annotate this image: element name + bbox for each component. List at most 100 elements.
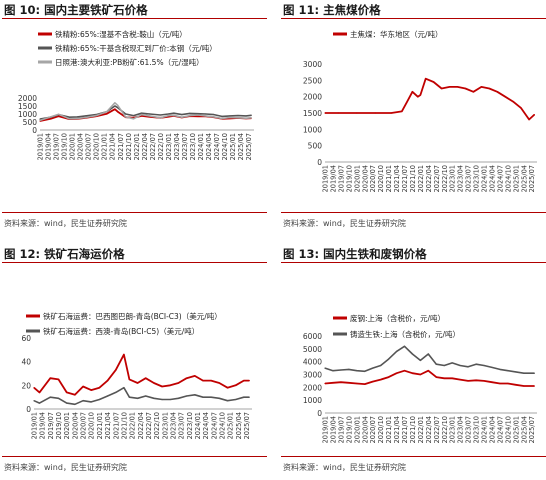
- data-point: [133, 118, 135, 120]
- data-point: [332, 370, 334, 372]
- series-line: [33, 353, 250, 396]
- data-point: [74, 403, 76, 405]
- data-point: [515, 384, 517, 386]
- x-tick-label: 2021/01: [96, 412, 104, 439]
- x-tick-label: 2020/04: [361, 416, 369, 443]
- data-point: [218, 397, 220, 399]
- data-point: [181, 114, 183, 116]
- x-tick-label: 2021/07: [117, 133, 125, 160]
- y-tick-label: 2000: [303, 383, 322, 392]
- title-rule: [281, 262, 546, 263]
- data-point: [68, 116, 71, 118]
- data-point: [388, 376, 390, 378]
- x-tick-label: 2022/04: [137, 412, 145, 439]
- data-point: [245, 115, 247, 117]
- x-tick-label: 2020/04: [77, 133, 85, 160]
- data-point: [467, 380, 469, 382]
- data-point: [388, 358, 390, 360]
- x-tick-label: 2024/04: [202, 412, 210, 439]
- x-tick-label: 2023/10: [473, 416, 481, 443]
- title-rule: [2, 262, 267, 263]
- data-point: [406, 100, 408, 103]
- data-point: [133, 115, 135, 117]
- x-tick-label: 2024/01: [197, 133, 205, 160]
- data-point: [197, 114, 199, 116]
- data-point: [243, 396, 245, 398]
- data-point: [324, 382, 326, 385]
- x-tick-label: 2021/10: [125, 133, 133, 160]
- x-tick-label: 2020/01: [353, 165, 361, 192]
- x-tick-label: 2025/01: [512, 165, 520, 192]
- data-point: [364, 370, 366, 372]
- data-point: [161, 385, 163, 388]
- data-point: [248, 396, 250, 398]
- data-point: [235, 384, 237, 386]
- data-point: [169, 398, 171, 401]
- legend-label: 铁矿石海运费：西澳-青岛(BCI-C5)（美元/吨）: [43, 326, 199, 336]
- chart-panel-iron-ore-prices: 图 10: 国内主要铁矿石价格 0 500 1000 1500 2000 2019/01 2…: [2, 0, 267, 236]
- x-tick-label: 2019/04: [329, 165, 337, 192]
- data-point: [181, 116, 183, 118]
- y-tick-label: 0: [32, 126, 37, 135]
- x-tick-label: 2022/10: [153, 412, 161, 439]
- data-point: [66, 402, 68, 404]
- x-tick-label: 2023/01: [165, 133, 173, 160]
- x-tick-label: 2022/10: [157, 133, 165, 160]
- data-point: [464, 87, 467, 90]
- data-point: [235, 398, 237, 401]
- data-point: [153, 397, 155, 399]
- data-point: [106, 380, 109, 382]
- data-point: [499, 368, 501, 370]
- data-point: [324, 112, 326, 114]
- x-tick-label: 2022/10: [441, 165, 449, 192]
- data-point: [237, 115, 239, 117]
- x-tick-label: 2022/10: [441, 416, 449, 443]
- y-tick-label: 0: [317, 158, 322, 167]
- y-tick-label: 1500: [18, 102, 37, 111]
- x-tick-label: 2019/01: [322, 416, 330, 443]
- chart-title: 图 12: 铁矿石海运价格: [4, 247, 125, 261]
- data-point: [98, 398, 100, 401]
- x-tick-label: 2024/04: [488, 416, 496, 443]
- data-point: [356, 112, 358, 114]
- data-point: [125, 113, 127, 115]
- data-point: [58, 113, 60, 115]
- x-tick-label: 2025/07: [528, 416, 536, 443]
- data-point: [136, 382, 139, 384]
- x-tick-label: 2020/04: [71, 412, 79, 439]
- data-point: [523, 372, 525, 374]
- data-point: [380, 364, 382, 367]
- y-tick-label: 2000: [18, 94, 37, 103]
- data-point: [194, 394, 196, 396]
- data-point: [340, 381, 342, 383]
- y-tick-label: 500: [308, 142, 323, 151]
- data-point: [515, 371, 517, 373]
- data-point: [443, 377, 445, 379]
- x-tick-label: 2024/07: [210, 412, 218, 439]
- data-point: [348, 382, 350, 384]
- y-tick-label: 1000: [303, 125, 322, 134]
- data-point: [480, 86, 482, 88]
- x-tick-label: 2021/07: [401, 165, 409, 192]
- x-tick-label: 2023/10: [186, 412, 194, 439]
- y-tick-label: 6000: [303, 332, 322, 341]
- data-point: [390, 112, 392, 114]
- data-point: [472, 91, 474, 93]
- x-tick-label: 2023/10: [473, 165, 481, 192]
- x-tick-label: 2023/01: [449, 165, 457, 192]
- data-point: [141, 112, 143, 114]
- x-tick-label: 2020/10: [93, 133, 101, 160]
- data-point: [106, 113, 108, 115]
- data-point: [177, 397, 180, 399]
- data-point: [38, 391, 41, 394]
- data-point: [496, 91, 498, 93]
- data-point: [507, 370, 509, 372]
- x-tick-label: 2024/07: [496, 416, 504, 443]
- x-tick-label: 2019/07: [337, 165, 345, 192]
- chart-panel-ore-freight: 图 12: 铁矿石海运价格 0 20 40 60 2019/01 2019/04 2019/…: [2, 244, 267, 480]
- data-point: [98, 387, 100, 389]
- data-point: [205, 113, 207, 115]
- x-tick-label: 2020/10: [377, 416, 385, 443]
- data-point: [116, 111, 119, 113]
